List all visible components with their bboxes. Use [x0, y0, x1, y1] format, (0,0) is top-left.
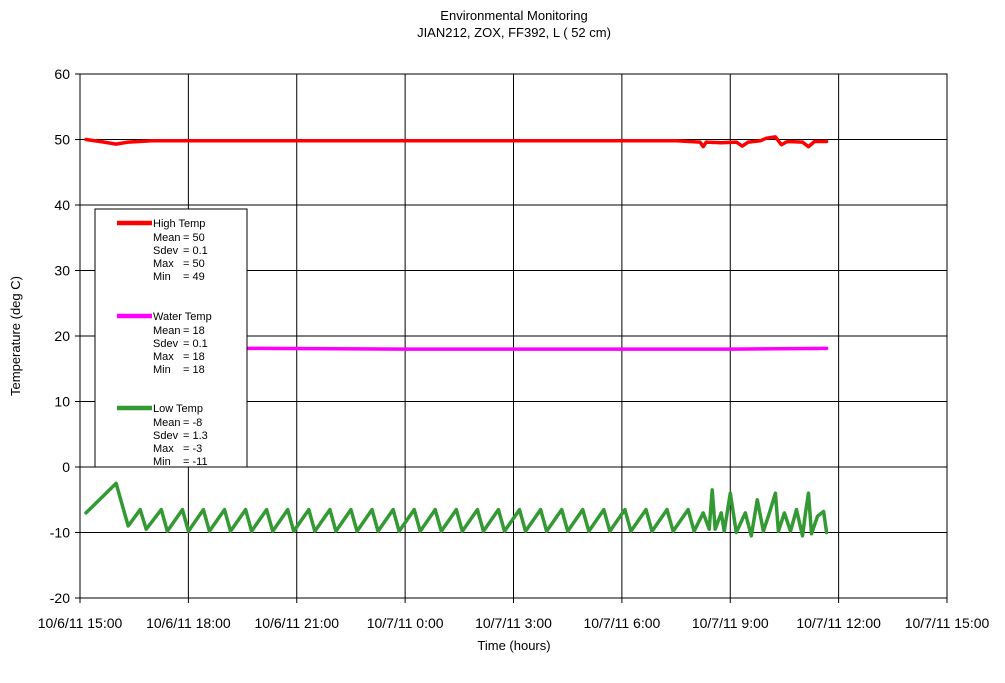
legend-series-name: Low Temp	[153, 403, 203, 415]
y-tick-label: 20	[54, 328, 70, 344]
x-tick-label: 10/7/11 3:00	[475, 615, 552, 631]
legend-stat-label: Max	[153, 258, 174, 270]
legend-stat-value: = 18	[183, 364, 205, 376]
x-tick-label: 10/7/11 0:00	[367, 615, 444, 631]
legend-stat-value: = 50	[183, 258, 205, 270]
legend-stat-label: Max	[153, 351, 174, 363]
legend-stat-value: = 18	[183, 325, 205, 337]
legend-stat-label: Mean	[153, 232, 181, 244]
x-tick-label: 10/7/11 6:00	[583, 615, 660, 631]
axes: -20 -10 0 10 20 30 40 50 60 10/6/11 15:00 10/6/11 …	[38, 66, 990, 631]
y-tick-label: 30	[54, 263, 70, 279]
chart-title: Environmental Monitoring	[440, 8, 587, 23]
x-tick-label: 10/6/11 21:00	[254, 615, 339, 631]
legend-stat-value: = -3	[183, 443, 202, 455]
legend-stat-label: Sdev	[153, 245, 179, 257]
x-tick-label: 10/6/11 15:00	[38, 615, 123, 631]
y-tick-label: 40	[54, 197, 70, 213]
legend-stat-value: = 49	[183, 271, 205, 283]
legend-stat-value: = 50	[183, 232, 205, 244]
series-line-1	[84, 135, 829, 149]
legend-series-name: High Temp	[153, 218, 205, 230]
legend-stat-value: = 0.1	[183, 245, 208, 257]
y-tick-label: 10	[54, 394, 70, 410]
legend-stat-value: = -8	[183, 417, 202, 429]
legend-stat-label: Sdev	[153, 338, 179, 350]
legend-stat-value: = 1.3	[183, 430, 208, 442]
y-tick-label: -20	[50, 590, 70, 606]
series-line-3	[84, 481, 829, 538]
legend-stat-label: Max	[153, 443, 174, 455]
chart-subtitle: JIAN212, ZOX, FF392, L ( 52 cm)	[417, 25, 611, 40]
x-axis-label: Time (hours)	[477, 638, 550, 653]
legend-stat-value: = 18	[183, 351, 205, 363]
legend-stat-label: Min	[153, 364, 171, 376]
x-tick-label: 10/7/11 9:00	[692, 615, 769, 631]
plot-border	[79, 73, 948, 599]
x-tick-label: 10/7/11 15:00	[905, 615, 990, 631]
x-tick-label: 10/7/11 12:00	[796, 615, 881, 631]
legend-stat-label: Mean	[153, 325, 181, 337]
legend-stat-value: = -11	[183, 456, 208, 468]
legend-stat-label: Min	[153, 271, 171, 283]
y-axis-label: Temperature (deg C)	[8, 276, 23, 396]
x-tick-label: 10/6/11 18:00	[146, 615, 231, 631]
legend-stat-value: = 0.1	[183, 338, 208, 350]
legend-stat-label: Sdev	[153, 430, 179, 442]
y-tick-label: 0	[62, 459, 70, 475]
y-tick-label: 60	[54, 66, 70, 82]
y-tick-label: 50	[54, 132, 70, 148]
legend-stat-label: Min	[153, 456, 171, 468]
y-tick-label: -10	[50, 525, 70, 541]
legend-series-name: Water Temp	[153, 311, 212, 323]
legend-stat-label: Mean	[153, 417, 181, 429]
legend-box	[94, 208, 248, 468]
